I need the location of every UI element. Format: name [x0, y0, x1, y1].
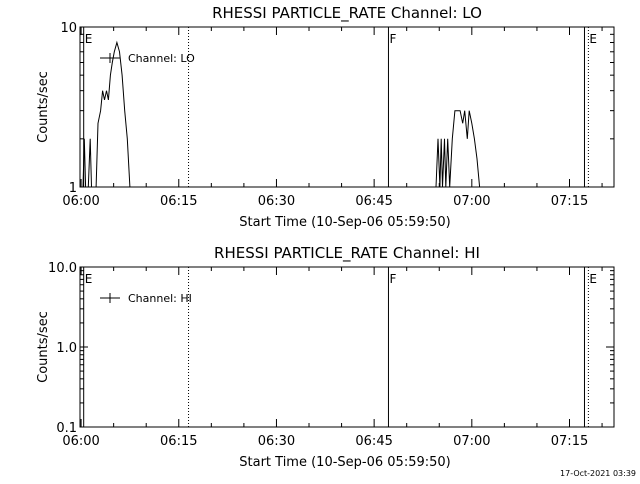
- y-axis-label: Counts/sec: [36, 311, 51, 383]
- x-tick-label: 06:15: [160, 194, 197, 209]
- y-tick-label: 1.0: [56, 341, 77, 356]
- x-tick-label: 06:00: [62, 194, 99, 209]
- x-tick-label: 06:30: [258, 194, 295, 209]
- legend-label: Channel: LO: [128, 52, 195, 65]
- y-axis-label: Counts/sec: [36, 71, 51, 143]
- marker-label: E: [589, 32, 597, 46]
- x-tick-label: 07:00: [453, 194, 490, 209]
- y-tick-label: 0.1: [56, 421, 77, 436]
- y-tick-label: 1: [69, 181, 77, 196]
- x-axis-label: Start Time (10-Sep-06 05:59:50): [239, 455, 450, 470]
- x-tick-label: 07:15: [551, 194, 588, 209]
- y-tick-label: 10: [60, 21, 77, 36]
- x-tick-label: 07:00: [453, 434, 490, 449]
- series-line-segment: [83, 43, 130, 188]
- x-tick-label: 06:45: [355, 194, 392, 209]
- x-tick-label: 06:15: [160, 434, 197, 449]
- legend-label: Channel: HI: [128, 292, 192, 305]
- marker-label: F: [389, 272, 396, 286]
- chart-title: RHESSI PARTICLE_RATE Channel: LO: [212, 4, 482, 23]
- x-tick-label: 06:45: [355, 434, 392, 449]
- marker-label: E: [589, 272, 597, 286]
- marker-label: E: [85, 32, 93, 46]
- chart-title: RHESSI PARTICLE_RATE Channel: HI: [214, 244, 480, 263]
- plot-frame: [80, 27, 614, 187]
- x-axis-label: Start Time (10-Sep-06 05:59:50): [239, 215, 450, 230]
- x-tick-label: 06:00: [62, 434, 99, 449]
- x-tick-label: 07:15: [551, 434, 588, 449]
- x-tick-label: 06:30: [258, 434, 295, 449]
- y-tick-label: 10.0: [48, 261, 77, 276]
- plot-frame: [80, 267, 614, 427]
- footer-timestamp: 17-Oct-2021 03:39: [560, 469, 636, 478]
- marker-label: E: [85, 272, 93, 286]
- series-line-segment: [436, 111, 480, 187]
- marker-label: F: [389, 32, 396, 46]
